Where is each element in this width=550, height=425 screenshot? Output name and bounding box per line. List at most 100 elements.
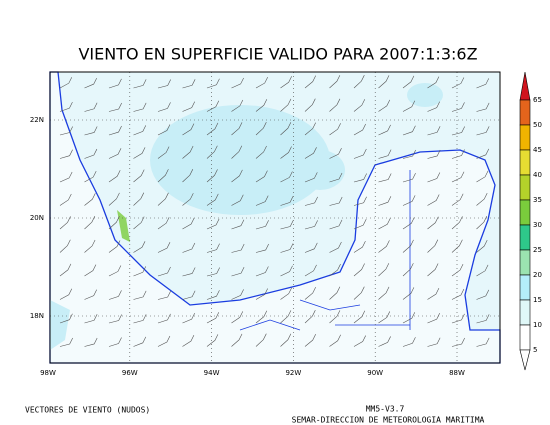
wind-barb <box>255 145 267 159</box>
wind-barb <box>157 217 170 230</box>
lat-label: 20N <box>30 214 44 222</box>
wind-barb <box>451 193 464 206</box>
wind-barb <box>108 148 122 159</box>
wind-barb <box>182 145 194 159</box>
colorbar-label: 25 <box>533 246 542 254</box>
wind-barb <box>402 287 415 300</box>
colorbar-label: 10 <box>533 321 542 329</box>
wind-barb <box>280 310 292 324</box>
wind-barb <box>59 263 72 277</box>
wind-barb <box>378 196 392 206</box>
wind-barb <box>182 123 195 136</box>
wind-barb <box>231 169 243 183</box>
wind-barb <box>353 335 366 347</box>
wind-barb <box>304 75 316 89</box>
wind-barb <box>133 147 146 159</box>
wind-barb <box>402 125 416 136</box>
wind-barb <box>133 79 147 89</box>
wind-barb <box>108 290 122 300</box>
wind-barb <box>84 264 97 277</box>
wind-barb <box>108 125 122 136</box>
wind-barb <box>59 126 73 136</box>
colorbar-label: 40 <box>533 171 542 179</box>
wind-barb <box>476 216 488 230</box>
wind-barb <box>59 77 73 89</box>
wind-barb <box>402 195 416 206</box>
wind-barb <box>231 99 244 112</box>
wind-barb <box>451 102 465 112</box>
wind-barb <box>255 99 268 112</box>
wind-barb <box>451 313 465 324</box>
wind-barb <box>476 264 489 277</box>
wind-barb <box>59 193 72 206</box>
lon-label: 88W <box>449 369 465 377</box>
wind-barb <box>59 239 71 253</box>
wind-barb <box>402 75 415 89</box>
wind-barb <box>451 149 465 159</box>
wind-barb <box>133 169 145 183</box>
wind-barb <box>280 220 294 230</box>
wind-barb <box>255 122 267 136</box>
wind-barb <box>133 216 145 230</box>
wind-barb <box>402 337 416 347</box>
wind-barb <box>255 333 267 347</box>
lon-label: 96W <box>122 369 138 377</box>
colorbar-label: 65 <box>533 96 542 104</box>
colorbar-segment <box>519 199 531 226</box>
wind-barb <box>59 288 73 300</box>
wind-barb <box>378 263 390 277</box>
wind-barb <box>133 290 147 300</box>
footer-agency: SEMAR-DIRECCION DE METEOROLOGIA MARITIMA <box>292 416 485 425</box>
map-frame <box>49 71 501 364</box>
wind-barb <box>255 220 269 230</box>
wind-barb <box>157 313 171 324</box>
wind-barb <box>329 241 342 253</box>
wind-barb <box>255 243 269 253</box>
wind-barb <box>255 266 269 277</box>
wind-barb <box>108 78 122 89</box>
wind-barb <box>402 263 414 277</box>
lon-label: 94W <box>204 369 220 377</box>
wind-barb <box>206 78 220 89</box>
wind-barb <box>427 288 440 300</box>
wind-barb <box>402 239 414 253</box>
lat-label: 22N <box>30 116 44 124</box>
wind-barb <box>329 219 343 230</box>
map-title: VIENTO EN SUPERFICIE VALIDO PARA 2007:1:… <box>78 45 477 64</box>
wind-barb <box>476 148 490 159</box>
wind-barb <box>231 145 243 159</box>
wind-barb <box>353 286 365 300</box>
wind-barb <box>329 148 342 159</box>
wind-barb <box>304 286 316 300</box>
wind-barb <box>108 192 120 206</box>
colorbar-top <box>519 71 531 101</box>
wind-barb <box>157 335 171 347</box>
colorbar-label: 50 <box>533 121 542 129</box>
wind-barb <box>157 242 171 253</box>
wind-barb <box>353 263 365 277</box>
wind-barb <box>353 148 367 159</box>
wind-barb <box>378 173 392 183</box>
wind-barb <box>353 218 367 230</box>
wind-barb <box>378 240 390 253</box>
wind-barb <box>206 122 219 136</box>
colorbar-segment <box>519 149 531 176</box>
graticule <box>50 72 500 363</box>
colorbar: 65 50 45 40 35 30 25 20 15 10 5 <box>519 71 542 371</box>
wind-barb <box>427 239 439 253</box>
wind-barb <box>329 196 343 206</box>
wind-barb <box>451 77 465 89</box>
wind-barb <box>255 288 268 300</box>
wind-barb <box>59 313 73 324</box>
wind-barb <box>304 196 318 206</box>
wind-barb <box>280 122 292 136</box>
footer-left: VECTORES DE VIENTO (NUDOS) <box>25 406 150 415</box>
wind-barb <box>182 217 195 230</box>
wind-barb <box>378 75 390 89</box>
wind-barb <box>231 311 244 324</box>
wind-barb <box>329 75 341 89</box>
wind-barb <box>476 102 490 112</box>
wind-barb <box>231 219 245 230</box>
wind-barb <box>231 267 245 277</box>
wind-barb <box>378 99 391 112</box>
